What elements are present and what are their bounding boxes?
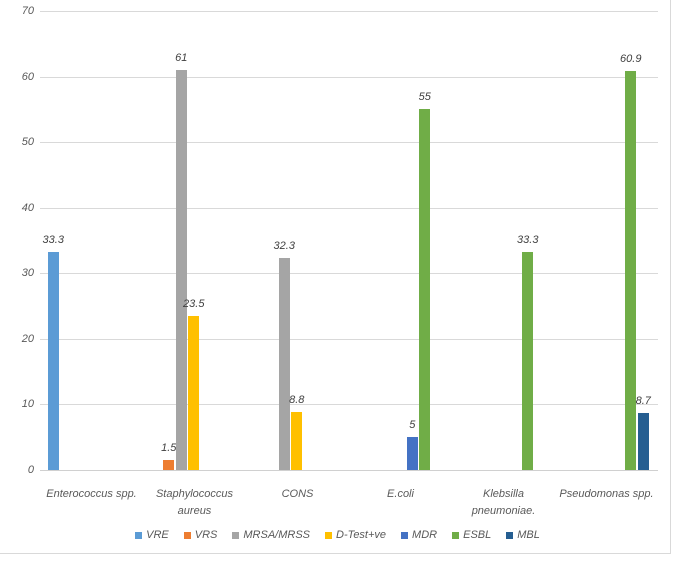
data-label: 61 — [175, 52, 188, 64]
data-label: 55 — [418, 91, 431, 104]
data-label: 33.3 — [42, 233, 64, 246]
x-axis-category-label: Klebsilla pneumoniae. — [471, 488, 536, 517]
legend-label: D-Test+ve — [336, 529, 387, 541]
gridline — [40, 338, 658, 340]
bar-esbl-4 — [419, 109, 431, 470]
legend-item-d-test-ve: D-Test+ve — [325, 529, 386, 541]
y-axis-tick-label: 70 — [21, 5, 34, 17]
gridline — [40, 273, 658, 275]
bar-vrs-2 — [163, 460, 175, 470]
legend-swatch-icon — [452, 531, 460, 539]
legend-swatch-icon — [183, 531, 191, 539]
bar-vre-1 — [47, 251, 59, 470]
legend-item-esbl: ESBL — [452, 529, 491, 541]
legend-item-mbl: MBL — [506, 529, 540, 541]
bar-esbl-5 — [522, 251, 534, 470]
data-label: 33.3 — [517, 233, 539, 246]
gridline — [40, 404, 658, 406]
data-label: 32.3 — [273, 240, 295, 253]
gridline — [40, 142, 658, 144]
gridline — [40, 11, 658, 12]
x-axis-line — [40, 470, 658, 471]
legend-swatch-icon — [232, 531, 240, 539]
y-axis-tick-label: 10 — [21, 398, 34, 411]
x-axis-category-label: CONS — [281, 488, 314, 500]
legend-label: MRSA/MRSS — [243, 529, 310, 541]
legend-label: MDR — [412, 529, 438, 541]
legend-swatch-icon — [401, 531, 409, 539]
y-axis-tick-label: 60 — [21, 70, 34, 83]
gridline — [40, 207, 658, 209]
gridline — [40, 76, 658, 78]
legend-item-vre: VRE — [135, 529, 169, 541]
bar-d-test-ve-3 — [291, 412, 303, 470]
bar-mbl-6 — [637, 412, 649, 470]
data-label: 8.8 — [289, 394, 305, 407]
legend-label: MBL — [517, 529, 540, 541]
x-axis-category-label: Pseudomonas spp. — [559, 488, 654, 500]
x-axis-category-label: E.coli — [387, 488, 414, 500]
legend-item-mrsa-mrss: MRSA/MRSS — [232, 529, 310, 541]
data-label: 23.5 — [183, 297, 205, 310]
legend-label: ESBL — [463, 529, 492, 541]
data-label: 5 — [409, 419, 416, 432]
data-label: 8.7 — [635, 394, 651, 407]
y-axis-tick-label: 50 — [21, 136, 34, 149]
legend-swatch-icon — [135, 531, 143, 539]
bar-mrsa-mrss-2 — [175, 70, 187, 470]
bar-d-test-ve-2 — [188, 315, 200, 470]
x-axis-category-label: Enterococcus spp. — [46, 488, 137, 500]
legend-item-mdr: MDR — [401, 529, 437, 541]
legend-item-vrs: VRS — [183, 529, 218, 541]
bar-mrsa-mrss-3 — [278, 258, 290, 470]
y-axis-tick-label: 40 — [21, 201, 34, 214]
data-label: 60.9 — [620, 52, 642, 65]
y-axis-tick-label: 30 — [21, 267, 34, 280]
y-axis-tick-label: 0 — [27, 464, 34, 476]
chart-frame-border — [0, 0, 671, 554]
bar-esbl-6 — [625, 70, 637, 470]
chart-legend: VRE VRS MRSA/MRSS D-Test+ve MDR ESBL MBL — [0, 529, 675, 541]
bar-mdr-4 — [406, 437, 418, 470]
legend-swatch-icon — [325, 531, 332, 539]
legend-label: VRE — [146, 529, 169, 541]
x-axis-category-label: Staphylococcus aureus — [155, 488, 234, 517]
legend-swatch-icon — [506, 531, 514, 539]
data-label: 1.5 — [161, 442, 177, 455]
legend-label: VRS — [194, 529, 218, 541]
y-axis-tick-label: 20 — [21, 332, 34, 345]
